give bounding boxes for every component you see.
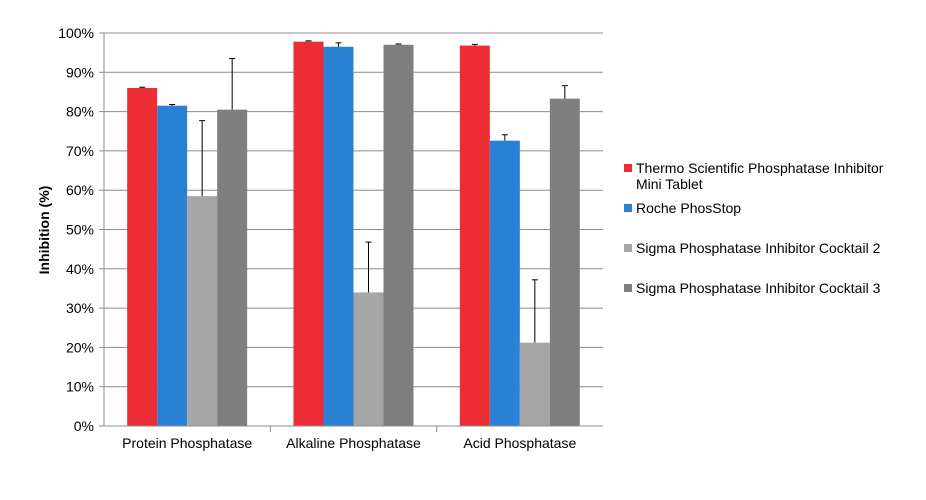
y-tick-label: 0% [74, 418, 94, 434]
y-tick-label: 40% [66, 261, 94, 277]
y-tick-label: 70% [66, 143, 94, 159]
bar [293, 41, 324, 427]
y-axis-title: Inhibition (%) [36, 186, 52, 275]
y-tick-label: 20% [66, 339, 94, 355]
y-tick-label: 100% [58, 25, 94, 41]
legend-swatch [624, 244, 632, 252]
x-tick-labels: Protein Phosphatase Alkaline Phosphatase A… [122, 435, 576, 451]
x-tick-label: Acid Phosphatase [463, 435, 576, 451]
legend-item: Thermo Scientific Phosphatase Inhibitor … [622, 160, 922, 192]
y-tick-label: 30% [66, 300, 94, 316]
y-tick-label: 90% [66, 64, 94, 80]
legend-item: Roche PhosStop [622, 200, 922, 216]
bar [187, 196, 218, 426]
bars [127, 41, 580, 427]
legend-swatch [624, 284, 632, 292]
legend-label: Roche PhosStop [636, 200, 742, 216]
y-tick-label: 60% [66, 182, 94, 198]
bar [549, 98, 580, 427]
legend-swatch [624, 204, 632, 212]
bar [353, 292, 384, 426]
legend-swatch [624, 164, 632, 172]
bar [157, 105, 188, 426]
y-tick-label: 10% [66, 379, 94, 395]
error-bars [139, 40, 568, 343]
axes [103, 33, 603, 432]
legend-label: Sigma Phosphatase Inhibitor Cocktail 2 [636, 240, 881, 256]
bar [519, 342, 550, 426]
bar [489, 140, 520, 426]
y-tick-label: 80% [66, 104, 94, 120]
legend-label: Sigma Phosphatase Inhibitor Cocktail 3 [636, 280, 881, 296]
legend-label: Thermo Scientific Phosphatase Inhibitor … [636, 160, 884, 192]
y-tick-label: 50% [66, 222, 94, 238]
x-tick-label: Protein Phosphatase [122, 435, 252, 451]
x-tick-label: Alkaline Phosphatase [286, 435, 421, 451]
bar [127, 88, 158, 427]
legend-item: Sigma Phosphatase Inhibitor Cocktail 3 [622, 280, 922, 296]
legend-item: Sigma Phosphatase Inhibitor Cocktail 2 [622, 240, 922, 256]
bar [459, 45, 490, 427]
legend: Thermo Scientific Phosphatase Inhibitor … [622, 160, 922, 296]
bar [217, 109, 248, 426]
bar [323, 46, 354, 426]
y-tick-labels: 0% 10% 20% 30% 40% 50% 60% 70% 80% 90% 100% [58, 25, 94, 434]
bar [383, 44, 414, 426]
